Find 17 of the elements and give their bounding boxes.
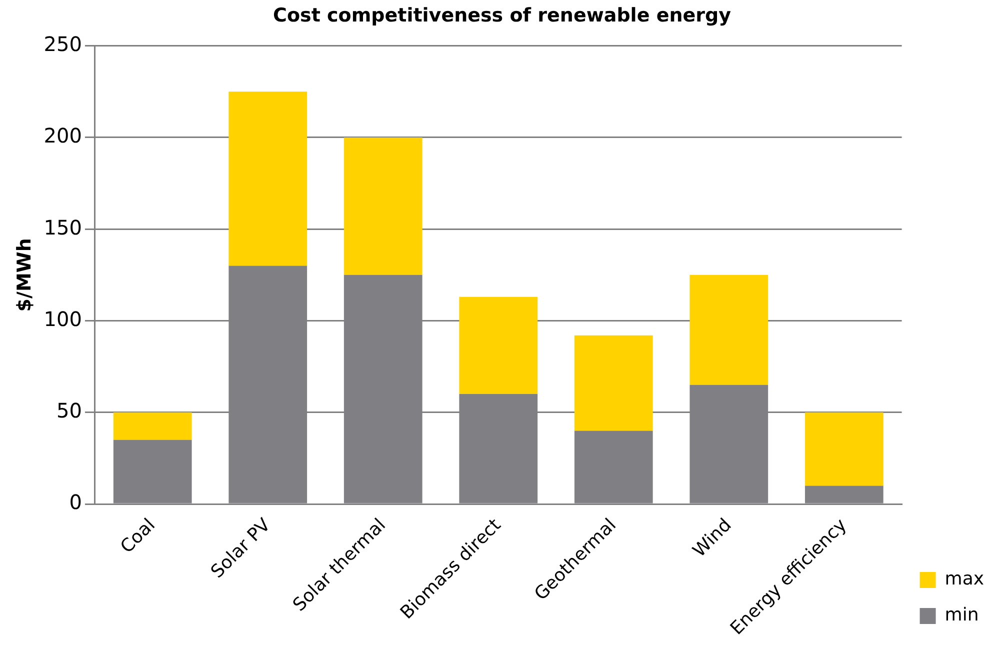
- bar: [228, 92, 308, 266]
- y-tick-label: 0: [69, 490, 82, 514]
- y-tick-label: 200: [44, 124, 82, 148]
- legend-label: min: [944, 604, 979, 626]
- bar: [574, 335, 653, 431]
- bar: [113, 412, 192, 440]
- bar: [804, 412, 884, 486]
- y-tick-label: 100: [44, 306, 82, 331]
- y-tick-label: 250: [44, 32, 82, 56]
- y-tick-label: 150: [44, 215, 82, 240]
- y-tick-label: 50: [56, 398, 82, 423]
- legend-label: max: [944, 568, 984, 590]
- bar: [344, 137, 422, 275]
- y-axis-title: $/MWh: [13, 238, 36, 312]
- bar: [690, 274, 768, 385]
- bar: [459, 296, 538, 394]
- chart-title: Cost competitiveness of renewable energy: [273, 4, 732, 26]
